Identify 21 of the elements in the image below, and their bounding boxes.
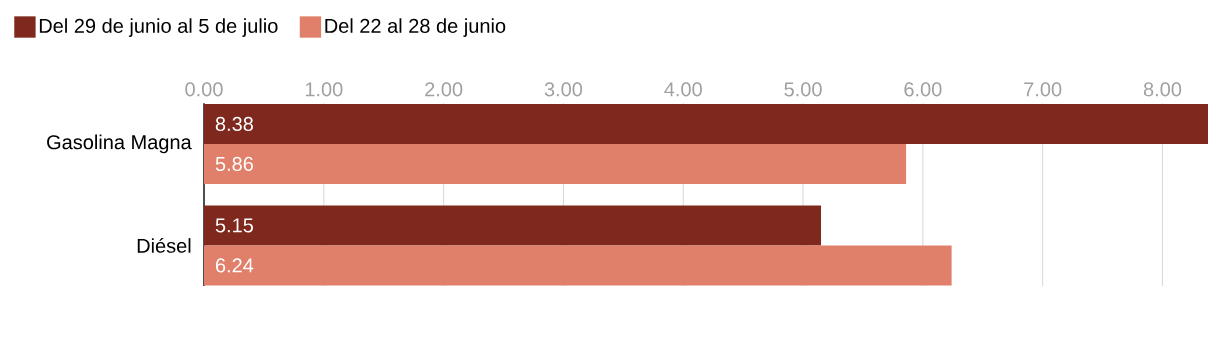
data-label: 8.38 — [215, 116, 253, 131]
x-tick-label: 3.00 — [544, 82, 583, 97]
x-tick-label: 4.00 — [664, 82, 702, 97]
y-tick-label: Diésel — [137, 237, 191, 253]
x-tick-label: 0.00 — [185, 82, 223, 97]
x-tick-label: 7.00 — [1024, 82, 1062, 97]
data-label: 5.15 — [215, 218, 254, 233]
x-tick-label: 8.00 — [1143, 82, 1182, 97]
legend-label: Del 22 al 28 de junio — [325, 18, 506, 37]
bar — [204, 205, 822, 246]
x-tick-label: 5.00 — [784, 82, 822, 97]
legend-label: Del 29 de junio al 5 de julio — [39, 18, 278, 37]
x-tick-label: 2.00 — [425, 82, 463, 97]
x-tick-label: 6.00 — [904, 82, 942, 97]
data-label: 5.86 — [215, 156, 253, 171]
bar — [204, 245, 952, 286]
bar — [204, 103, 1208, 144]
data-label: 6.24 — [215, 258, 254, 273]
y-tick-label: Gasolina Magna — [47, 134, 192, 154]
bar — [204, 143, 907, 184]
x-tick-label: 1.00 — [305, 82, 343, 97]
